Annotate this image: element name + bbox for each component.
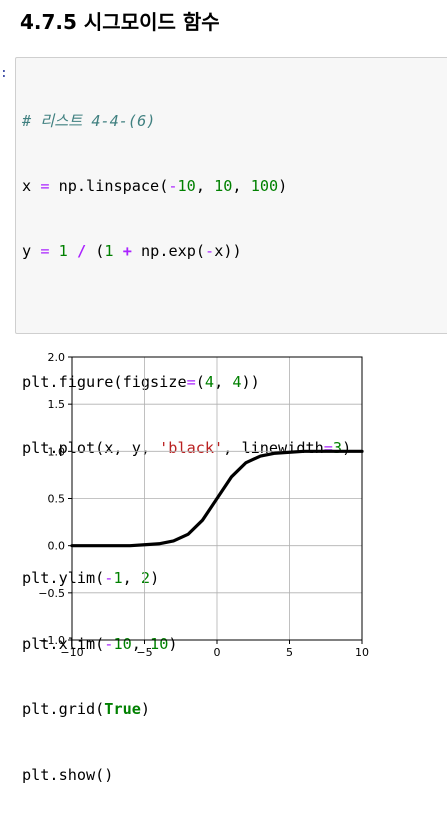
code-line-show: plt.show() [22, 765, 351, 787]
x-tick-label: 5 [286, 646, 293, 659]
code-token: y [22, 242, 31, 260]
code-token: - [168, 177, 177, 195]
code-token: plt.show() [22, 766, 113, 784]
code-token: 100 [251, 177, 278, 195]
y-tick-label: 1.5 [48, 398, 66, 411]
code-token: ) [141, 700, 150, 718]
code-line-blank [22, 307, 351, 329]
code-token: np.linspace( [59, 177, 169, 195]
plot-output: −10 −5 0 5 10 −1.0 −0.5 0.0 0.5 1.0 1.5 2.0 [0, 340, 447, 673]
code-token: 10 [214, 177, 232, 195]
code-line-grid: plt.grid(True) [22, 699, 351, 721]
sigmoid-chart: −10 −5 0 5 10 −1.0 −0.5 0.0 0.5 1.0 1.5 2.0 [0, 340, 447, 673]
code-token: + [123, 242, 132, 260]
y-tick-label: 0.5 [48, 493, 66, 506]
code-token: 10 [178, 177, 196, 195]
code-token: ) [278, 177, 287, 195]
code-token: , [232, 177, 250, 195]
code-token: plt.grid( [22, 700, 104, 718]
code-token: x [22, 177, 31, 195]
code-token: 1 [59, 242, 68, 260]
code-token: np.exp( [141, 242, 205, 260]
y-axis-ticks: −1.0 −0.5 0.0 0.5 1.0 1.5 2.0 [38, 351, 72, 647]
code-line-linspace: x = np.linspace(-10, 10, 100) [22, 176, 351, 198]
y-tick-label: 2.0 [48, 351, 66, 364]
x-tick-label: 0 [214, 646, 221, 659]
code-token: , [196, 177, 214, 195]
x-tick-label: −5 [136, 646, 152, 659]
code-line-comment: # 리스트 4-4-(6) [22, 111, 351, 133]
code-line-sigmoid: y = 1 / (1 + np.exp(-x)) [22, 241, 351, 263]
code-token: = [40, 242, 49, 260]
y-tick-label: −0.5 [38, 587, 65, 600]
y-tick-label: −1.0 [38, 634, 65, 647]
code-token: True [104, 700, 141, 718]
cell-prompt: : [0, 66, 8, 81]
code-cell[interactable]: # 리스트 4-4-(6) x = np.linspace(-10, 10, 1… [15, 57, 447, 334]
code-token: / [77, 242, 86, 260]
code-token: x)) [214, 242, 241, 260]
x-axis-ticks: −10 −5 0 5 10 [60, 640, 369, 659]
section-heading: 4.7.5 시그모이드 함수 [20, 6, 220, 35]
code-comment: # 리스트 4-4-(6) [22, 112, 155, 130]
y-tick-label: 1.0 [48, 445, 66, 458]
x-tick-label: −10 [60, 646, 83, 659]
y-tick-label: 0.0 [48, 540, 66, 553]
code-token: = [40, 177, 49, 195]
code-token: 1 [104, 242, 113, 260]
x-tick-label: 10 [355, 646, 369, 659]
code-token: - [205, 242, 214, 260]
